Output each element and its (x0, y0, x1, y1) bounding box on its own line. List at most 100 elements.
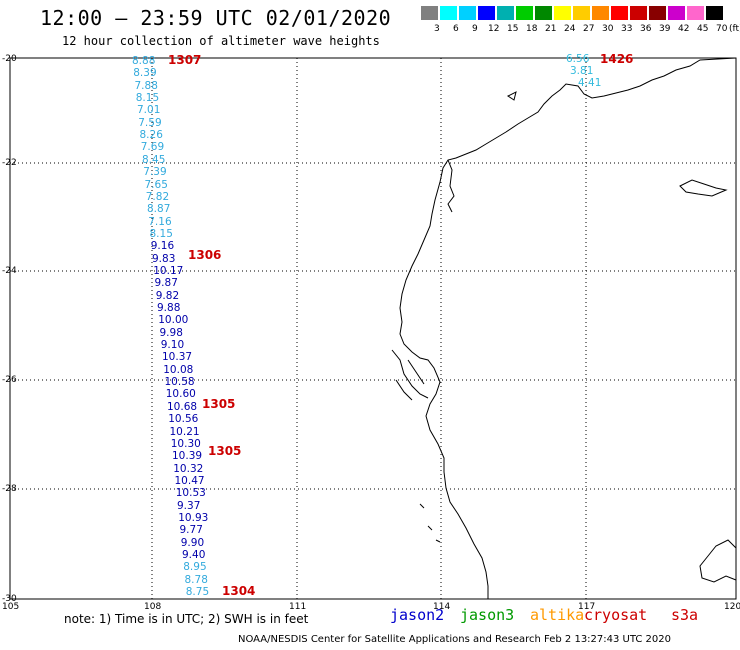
pass-time-label: 1305 (208, 444, 242, 458)
lat-label: -20 (2, 54, 17, 64)
wave-height-value: 7.82 (145, 190, 170, 203)
scale-swatch (516, 6, 533, 20)
scale-label: 42 (678, 24, 690, 34)
lon-label: 120 (724, 602, 740, 612)
wave-height-value: 9.40 (182, 549, 206, 561)
lon-label: 108 (144, 602, 162, 612)
wave-height-value: 10.47 (174, 474, 205, 487)
scale-swatch (649, 6, 666, 20)
wave-height-value: 10.68 (167, 400, 198, 413)
wave-height-value: 8.45 (142, 153, 166, 166)
map-frame (9, 57, 737, 600)
scale-label: 27 (583, 24, 595, 34)
scale-swatch (630, 6, 647, 20)
coastline (391, 57, 737, 599)
scale-label: 33 (621, 24, 633, 34)
scale-swatch (611, 6, 628, 20)
scale-label: 18 (526, 24, 538, 34)
pass-time-label: 1307 (168, 53, 202, 67)
satellite-legend-jason3: jason3 (460, 606, 515, 624)
pass-time-label: 1305 (202, 397, 236, 411)
wave-height-value: 9.16 (150, 240, 175, 253)
wave-height-value: 7.39 (143, 166, 167, 179)
wave-height-value: 9.83 (152, 252, 176, 265)
scale-label: 39 (659, 24, 671, 34)
satellite-legend-altika: altika (530, 606, 585, 624)
lat-label: -26 (2, 375, 17, 385)
lon-label: 117 (578, 602, 596, 612)
pass-time-label: 1304 (222, 584, 256, 598)
wave-height-value: 8.88 (132, 55, 156, 67)
scale-label: (ft) (729, 24, 740, 34)
wave-height-value: 10.56 (168, 413, 199, 426)
lon-gridlines (151, 58, 587, 599)
scale-swatch (459, 6, 476, 20)
scale-label: 12 (488, 24, 500, 34)
wave-height-value: 10.30 (170, 437, 201, 450)
lon-label: 105 (2, 602, 20, 612)
wave-height-value: 7.65 (144, 178, 168, 191)
wave-height-value: 7.01 (137, 104, 161, 117)
satellite-legend-jason2: jason2 (390, 606, 445, 624)
wave-height-value: 8.15 (135, 92, 160, 105)
wave-height-value: 8.95 (183, 561, 207, 574)
wave-height-value: 9.87 (154, 277, 178, 290)
scale-label: 3 (434, 24, 440, 34)
scale-swatch (687, 6, 704, 20)
lat-label: -24 (2, 266, 17, 276)
wave-height-value: 10.60 (165, 388, 196, 401)
pass-time-label: 1426 (600, 52, 634, 66)
lat-label: -30 (2, 594, 17, 604)
scale-label: 45 (697, 24, 709, 34)
scale-swatch (440, 6, 457, 20)
wave-height-value: 8.87 (147, 203, 171, 216)
wave-height-value: 8.39 (133, 67, 157, 80)
satellite-legend-s3a: s3a (671, 606, 699, 624)
lon-label: 111 (289, 602, 307, 612)
wave-height-value: 7.59 (138, 116, 162, 129)
wave-height-value: 10.17 (153, 264, 184, 277)
scale-label: 6 (453, 24, 459, 34)
wave-height-value: 9.98 (159, 326, 183, 339)
page-subtitle: 12 hour collection of altimeter wave hei… (62, 34, 380, 48)
wave-height-value: 10.00 (158, 314, 189, 327)
wave-height-value: 9.88 (157, 302, 181, 314)
pass-time-label: 1306 (188, 248, 222, 262)
footer-note: note: 1) Time is in UTC; 2) SWH is in fe… (64, 612, 309, 626)
lat-label: -22 (2, 158, 17, 168)
scale-swatch (592, 6, 609, 20)
wave-height-value: 6.56 (566, 53, 590, 65)
wave-height-value: 10.39 (172, 450, 203, 463)
wave-height-value: 10.53 (175, 487, 206, 500)
scale-label: 24 (564, 24, 576, 34)
satellite-legend-cryosat: cryosat (584, 606, 648, 624)
wave-height-value: 10.37 (162, 351, 193, 364)
scale-swatch (478, 6, 495, 20)
wave-height-value: 9.10 (160, 339, 185, 352)
wave-height-value: 8.15 (149, 227, 173, 240)
lon-label: 114 (433, 602, 451, 612)
scale-label: 70 (716, 24, 728, 34)
scale-swatch (535, 6, 552, 20)
scale-swatch (573, 6, 590, 20)
wave-height-value: 10.58 (164, 376, 195, 389)
wave-height-value: 10.32 (173, 462, 204, 475)
scale-swatch (421, 6, 438, 20)
scale-label: 21 (545, 24, 557, 34)
wave-height-value: 10.08 (163, 363, 194, 376)
wave-height-value: 8.75 (185, 586, 210, 599)
wave-height-value: 9.77 (179, 524, 203, 537)
wave-height-value: 8.78 (184, 573, 208, 586)
scale-label: 30 (602, 24, 614, 34)
wave-height-value: 8.26 (139, 129, 163, 142)
scale-label: 15 (507, 24, 519, 34)
lat-gridlines (10, 162, 736, 490)
wave-height-value: 7.69 (140, 141, 165, 154)
wave-height-value: 7.88 (134, 79, 158, 92)
wave-height-value: 10.93 (178, 511, 209, 524)
wave-height-value: 7.16 (148, 215, 172, 228)
lat-label: -28 (2, 484, 17, 494)
footer-credit: NOAA/NESDIS Center for Satellite Applica… (238, 634, 671, 645)
scale-label: 9 (472, 24, 478, 34)
